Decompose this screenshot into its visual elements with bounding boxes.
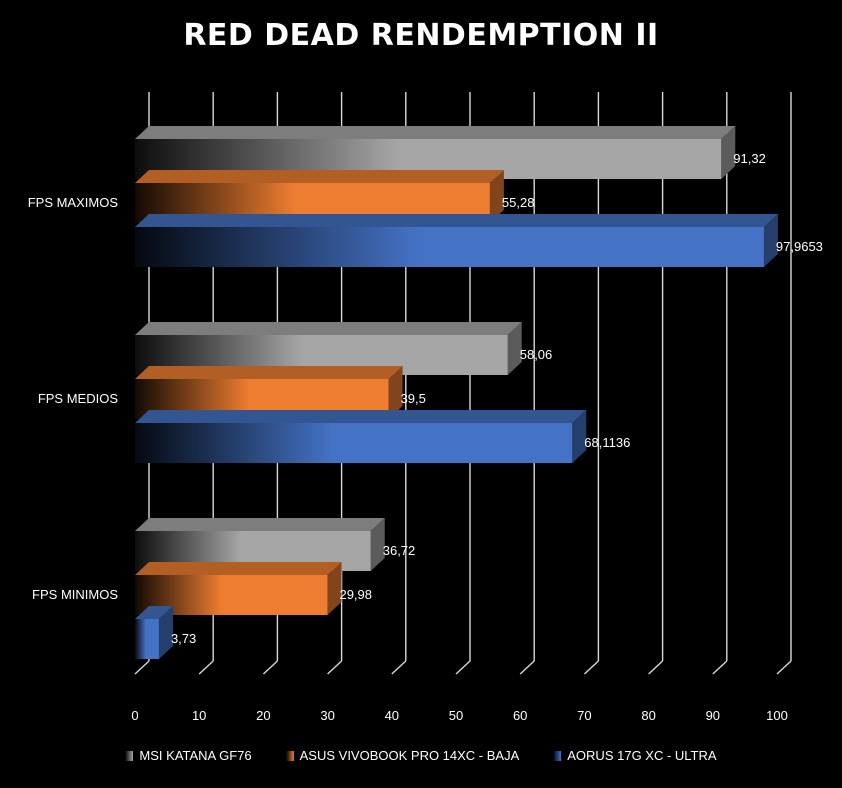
bar-top [135, 606, 173, 619]
bar-front [135, 619, 159, 659]
data-label: 39,5 [401, 391, 426, 406]
x-tick-label: 80 [641, 708, 655, 723]
bar-side [388, 366, 403, 419]
gridline-floor [519, 660, 535, 675]
bar-top [135, 366, 403, 379]
data-label: 97,9653 [776, 239, 823, 254]
bar-side [370, 518, 385, 571]
legend-item: MSI KATANA GF76 [125, 748, 252, 763]
data-label: 91,32 [733, 151, 766, 166]
category-label: FPS MEDIOS [38, 391, 119, 406]
data-label: 58,06 [520, 347, 553, 362]
legend-label: MSI KATANA GF76 [139, 748, 252, 763]
x-tick-label: 20 [256, 708, 270, 723]
bar-side [158, 606, 173, 659]
gridline-floor [391, 660, 407, 675]
gridline-floor [327, 660, 343, 675]
bar-side [489, 170, 504, 223]
gridline-floor [776, 660, 792, 675]
legend-swatch [285, 750, 294, 761]
legend-label: AORUS 17G XC - ULTRA [567, 748, 717, 763]
chart-title: RED DEAD RENDEMPTION II [183, 18, 659, 53]
x-tick-label: 30 [320, 708, 334, 723]
x-tick-label: 60 [513, 708, 527, 723]
x-tick-label: 50 [449, 708, 463, 723]
bar-top [135, 214, 778, 227]
bar-side [327, 562, 342, 615]
data-label: 3,73 [171, 631, 196, 646]
legend-swatch [553, 750, 562, 761]
bar-top [135, 322, 522, 335]
bar-front [135, 423, 573, 463]
x-tick-label: 10 [192, 708, 206, 723]
gridline-floor [583, 660, 599, 675]
x-tick-label: 90 [706, 708, 720, 723]
legend-item: ASUS VIVOBOOK PRO 14XC - BAJA [285, 748, 520, 763]
x-tick-label: 0 [131, 708, 138, 723]
category-label: FPS MINIMOS [32, 587, 118, 602]
bar-top [135, 410, 587, 423]
data-label: 29,98 [339, 587, 372, 602]
bars [135, 126, 778, 659]
legend-label: ASUS VIVOBOOK PRO 14XC - BAJA [299, 748, 520, 763]
bar-side [721, 126, 736, 179]
gridline-floor [648, 660, 664, 675]
x-tick-label: 40 [385, 708, 399, 723]
category-label: FPS MAXIMOS [28, 195, 119, 210]
bar-front [135, 227, 764, 267]
x-axis-ticks: 0 10 20 30 40 50 60 70 80 90 100 [131, 708, 787, 723]
gridline-floor [712, 660, 728, 675]
data-label: 36,72 [383, 543, 416, 558]
legend-swatch [125, 750, 134, 761]
bar [135, 606, 173, 659]
bar-top [135, 562, 342, 575]
bar-side [763, 214, 778, 267]
gridline-floor [134, 660, 150, 675]
x-tick-label: 70 [577, 708, 591, 723]
data-label: 68,1136 [584, 435, 630, 450]
bar-top [135, 170, 504, 183]
bar-side [572, 410, 587, 463]
legend-item: AORUS 17G XC - ULTRA [553, 748, 717, 763]
data-labels: FPS MAXIMOS 91,32 55,28 97,9653 FPS MEDIOS 58… [28, 151, 823, 646]
data-label: 55,28 [502, 195, 535, 210]
gridline-floor [455, 660, 471, 675]
bar [135, 214, 778, 267]
gridline-floor [198, 660, 214, 675]
x-tick-label: 100 [766, 708, 788, 723]
bar-top [135, 126, 736, 139]
bar-top [135, 518, 385, 531]
chart-legend: MSI KATANA GF76 ASUS VIVOBOOK PRO 14XC - … [0, 748, 842, 763]
gridline-floor [262, 660, 278, 675]
bar-side [507, 322, 522, 375]
bar [135, 410, 587, 463]
